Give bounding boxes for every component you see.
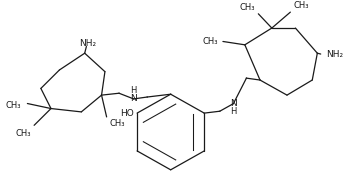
Text: CH₃: CH₃ bbox=[15, 129, 31, 138]
Text: CH₃: CH₃ bbox=[5, 101, 20, 110]
Text: CH₃: CH₃ bbox=[202, 37, 218, 46]
Text: NH₂: NH₂ bbox=[326, 50, 343, 59]
Text: H: H bbox=[230, 107, 237, 116]
Text: CH₃: CH₃ bbox=[294, 1, 309, 10]
Text: NH₂: NH₂ bbox=[79, 39, 96, 48]
Text: HO: HO bbox=[120, 109, 134, 118]
Text: N: N bbox=[230, 99, 237, 108]
Text: CH₃: CH₃ bbox=[110, 119, 126, 128]
Text: CH₃: CH₃ bbox=[239, 3, 255, 12]
Text: N: N bbox=[130, 94, 137, 103]
Text: H: H bbox=[130, 86, 137, 95]
